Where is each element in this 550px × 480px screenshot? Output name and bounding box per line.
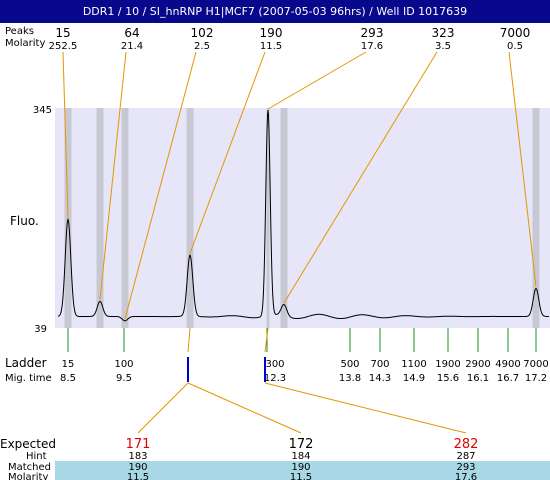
ladder-time-label: 9.5	[116, 373, 132, 384]
peak-molarity-label: 17.6	[361, 41, 383, 52]
match-connector	[187, 382, 302, 434]
match-connector	[264, 382, 467, 434]
ladder-size-label: 4900	[495, 359, 520, 370]
peak-to-ladder-line	[264, 327, 269, 353]
peak-band	[532, 108, 540, 328]
ladder-size-label: 15	[62, 359, 75, 370]
matched-value: 190	[291, 462, 310, 473]
ladder-time-label: 14.9	[403, 373, 425, 384]
ladder-time-label: 15.6	[437, 373, 459, 384]
peak-connector	[62, 51, 69, 218]
molarity-value: 11.5	[290, 472, 312, 480]
molarity-value: 17.6	[455, 472, 477, 480]
peak-connector	[283, 51, 438, 304]
peak-molarity-label: 3.5	[435, 41, 451, 52]
ladder-size-label: 700	[370, 359, 389, 370]
ladder-time-label: 8.5	[60, 373, 76, 384]
ladder-size-label: 300	[265, 359, 284, 370]
molarity-header: Molarity	[5, 38, 45, 49]
peak-molarity-label: 2.5	[194, 41, 210, 52]
matched-band	[55, 461, 550, 480]
peak-size-label: 64	[124, 26, 139, 40]
expected-value: 171	[126, 437, 151, 452]
peak-size-label: 102	[191, 26, 214, 40]
peak-band	[96, 108, 104, 328]
trace-line	[57, 109, 549, 322]
peak-size-label: 190	[260, 26, 283, 40]
peak-size-label: 15	[55, 26, 70, 40]
ladder-time-label: 17.2	[525, 373, 547, 384]
peak-connector	[508, 51, 537, 287]
hint-value: 184	[291, 451, 310, 462]
matched-label: Matched	[8, 462, 51, 473]
ladder-size-label: 500	[340, 359, 359, 370]
peak-molarity-label: 21.4	[121, 41, 143, 52]
ladder-time-label: 14.3	[369, 373, 391, 384]
molarity-value: 11.5	[127, 472, 149, 480]
peak-band	[280, 108, 288, 328]
peak-to-ladder-line	[187, 327, 191, 353]
peak-band	[186, 108, 194, 328]
y-tick-label: 39	[34, 324, 47, 335]
molarity-row-label: Molarity	[8, 472, 48, 480]
peaks-header: Peaks	[5, 26, 34, 37]
matched-value: 190	[128, 462, 147, 473]
mig-time-label: Mig. time	[5, 373, 52, 384]
peak-molarity-label: 0.5	[507, 41, 523, 52]
peak-molarity-label: 252.5	[49, 41, 78, 52]
hint-value: 183	[128, 451, 147, 462]
ladder-size-label: 100	[114, 359, 133, 370]
hint-label: Hint	[26, 451, 47, 462]
ladder-time-label: 13.8	[339, 373, 361, 384]
ladder-size-label: 1900	[435, 359, 460, 370]
ladder-time-label: 16.7	[497, 373, 519, 384]
expected-value: 172	[289, 437, 314, 452]
ladder-time-label: 12.3	[264, 373, 286, 384]
matched-value: 293	[456, 462, 475, 473]
ladder-time-label: 16.1	[467, 373, 489, 384]
peak-connector	[267, 51, 367, 110]
plot-area	[55, 108, 550, 328]
y-tick-label: 345	[33, 105, 52, 116]
peak-size-label: 323	[432, 26, 455, 40]
peak-connector	[99, 51, 127, 300]
peak-connector	[124, 51, 197, 319]
peak-size-label: 293	[361, 26, 384, 40]
peak-connector	[189, 51, 266, 254]
match-connector	[137, 382, 189, 434]
ladder-size-label: 2900	[465, 359, 490, 370]
peak-molarity-label: 11.5	[260, 41, 282, 52]
peak-size-label: 7000	[500, 26, 531, 40]
ladder-label: Ladder	[5, 356, 47, 370]
y-axis-label: Fluo.	[10, 214, 39, 228]
chart-title: DDR1 / 10 / SI_hnRNP H1|MCF7 (2007-05-03…	[0, 0, 550, 23]
hint-value: 287	[456, 451, 475, 462]
ladder-size-label: 7000	[523, 359, 548, 370]
peak-band	[121, 108, 129, 328]
peak-band	[266, 108, 270, 328]
expected-label: Expected	[0, 437, 56, 451]
expected-value: 282	[454, 437, 479, 452]
ladder-size-label: 1100	[401, 359, 426, 370]
